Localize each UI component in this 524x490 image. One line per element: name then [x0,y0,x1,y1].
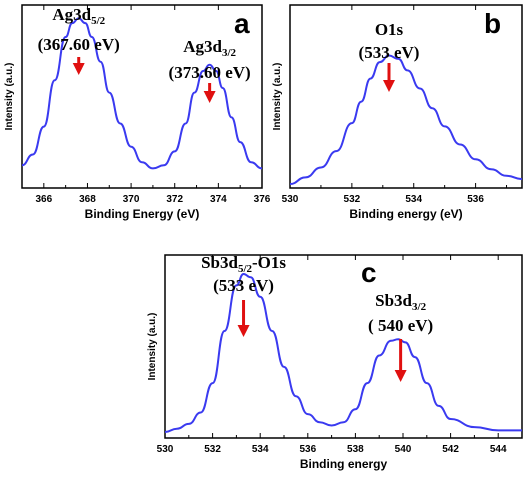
plot-frame [164,254,523,439]
panel-label: b [484,8,501,39]
peak-label-main: Sb3d [375,291,412,310]
x-tick-label: 544 [490,444,507,455]
peak-label: Ag3d3/2 [183,37,236,59]
peak-label-main: O1s [375,20,404,39]
x-tick-label: 530 [157,444,174,455]
spectrum-line [289,54,523,185]
plot-frame [21,4,263,189]
panel-a: 366 368 370 372 374 376 Binding Energy (eV) Int… [4,4,271,221]
peak-label-main: Ag3d [52,5,91,24]
y-axis-label: Intensity (a.u.) [147,313,158,381]
peak-energy-label: (373.60 eV) [169,63,251,82]
x-tick-label: 530 [282,194,299,205]
x-tick-label: 534 [405,194,422,205]
peak-label-subscript: 3/2 [412,301,427,313]
spectrum-line [21,17,263,170]
x-axis-label: Binding energy [300,457,388,471]
peak-energy-label: (533 eV) [213,276,274,295]
peak-label: Sb3d5/2-O1s [201,253,286,275]
peak-label: O1s [375,20,404,39]
x-tick-label: 534 [252,444,269,455]
peak-label: Sb3d3/2 [375,291,426,313]
peak-label: Ag3d5/2 [52,5,105,27]
x-tick-label: 532 [344,194,361,205]
peak-energy-label: (533 eV) [359,43,420,62]
x-tick-label: 366 [35,194,52,205]
x-tick-label: 536 [467,194,484,205]
peak-label-main: Ag3d [183,37,222,56]
x-axis-label: Binding Energy (eV) [85,207,200,221]
x-axis-label: Binding energy (eV) [349,207,462,221]
x-tick-label: 540 [395,444,412,455]
x-tick-label: 536 [299,444,316,455]
y-axis-label: Intensity (a.u.) [272,63,283,131]
x-tick-label: 372 [166,194,183,205]
x-tick-label: 376 [254,194,271,205]
peak-energy-label: (367.60 eV) [38,35,120,54]
x-tick-label: 542 [442,444,459,455]
panel-b: 530 532 534 536 Binding energy (eV) Intensity… [272,4,523,221]
plot-frame [289,4,523,189]
y-axis-label: Intensity (a.u.) [4,63,15,131]
x-tick-label: 368 [79,194,96,205]
x-tick-label: 532 [204,444,221,455]
panel-label: a [234,8,250,39]
panel-label: c [361,257,377,288]
peak-energy-label: ( 540 eV) [368,316,433,335]
peak-label-main: Sb3d [201,253,238,272]
x-tick-label: 370 [123,194,140,205]
peak-label-suffix: -O1s [252,253,286,272]
spectrum-line [164,272,522,433]
x-tick-label: 374 [210,194,227,205]
x-tick-label: 538 [347,444,364,455]
peak-label-subscript: 5/2 [91,15,106,27]
panel-c: 530 532 534 536 538 540 542 544 Binding energy In… [147,253,523,471]
peak-label-subscript: 3/2 [222,47,237,59]
peak-label-subscript: 5/2 [238,263,253,275]
